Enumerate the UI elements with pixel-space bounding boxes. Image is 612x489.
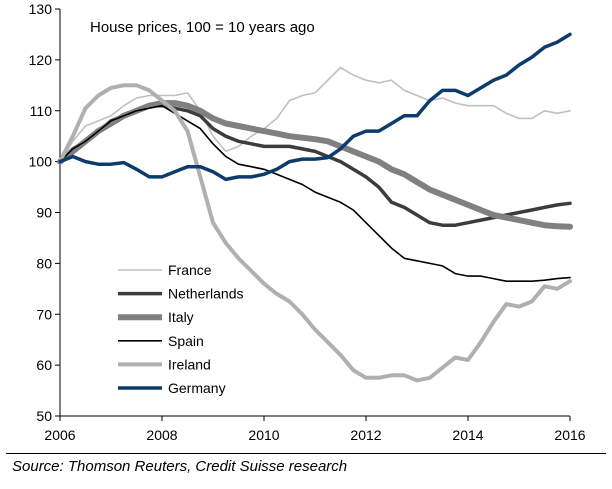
source-note: Source: Thomson Reuters, Credit Suisse r… bbox=[12, 458, 348, 475]
x-tick-label: 2010 bbox=[248, 427, 279, 443]
y-tick-label: 120 bbox=[29, 52, 53, 68]
legend-label-italy: Italy bbox=[168, 309, 194, 325]
y-tick-label: 70 bbox=[36, 306, 52, 322]
x-tick-label: 2006 bbox=[44, 427, 75, 443]
y-tick-label: 100 bbox=[29, 154, 53, 170]
y-tick-label: 50 bbox=[36, 408, 52, 424]
series-line-netherlands bbox=[58, 103, 572, 227]
y-tick-label: 130 bbox=[29, 1, 53, 17]
legend: France Netherlands Italy Spain Ireland German… bbox=[118, 262, 244, 396]
series-layer bbox=[57, 32, 573, 383]
series-line-ireland bbox=[58, 83, 572, 383]
series-line-italy bbox=[57, 100, 573, 230]
legend-label-germany: Germany bbox=[168, 380, 226, 396]
x-tick-label: 2014 bbox=[452, 427, 483, 443]
series-line-france bbox=[59, 66, 571, 163]
x-tick-label: 2008 bbox=[146, 427, 177, 443]
legend-label-netherlands: Netherlands bbox=[168, 286, 244, 302]
series-line-spain bbox=[59, 104, 571, 282]
y-tick-label: 90 bbox=[36, 205, 52, 221]
y-tick-label: 60 bbox=[36, 357, 52, 373]
line-chart: House prices, 100 = 10 years ago 50 60 70 8… bbox=[29, 1, 586, 443]
x-tick-label: 2012 bbox=[350, 427, 381, 443]
series-line-germany bbox=[58, 32, 572, 182]
y-tick-label: 110 bbox=[30, 103, 53, 119]
legend-label-france: France bbox=[168, 262, 212, 278]
axes: 50 60 70 80 90 100 110 120 130 2006 2008 2010 2012 20… bbox=[29, 1, 586, 443]
source-divider bbox=[6, 453, 606, 454]
y-tick-label: 80 bbox=[36, 255, 52, 271]
chart-title: House prices, 100 = 10 years ago bbox=[90, 19, 315, 36]
x-tick-label: 2016 bbox=[554, 427, 585, 443]
legend-label-ireland: Ireland bbox=[168, 356, 211, 372]
legend-label-spain: Spain bbox=[168, 333, 204, 349]
